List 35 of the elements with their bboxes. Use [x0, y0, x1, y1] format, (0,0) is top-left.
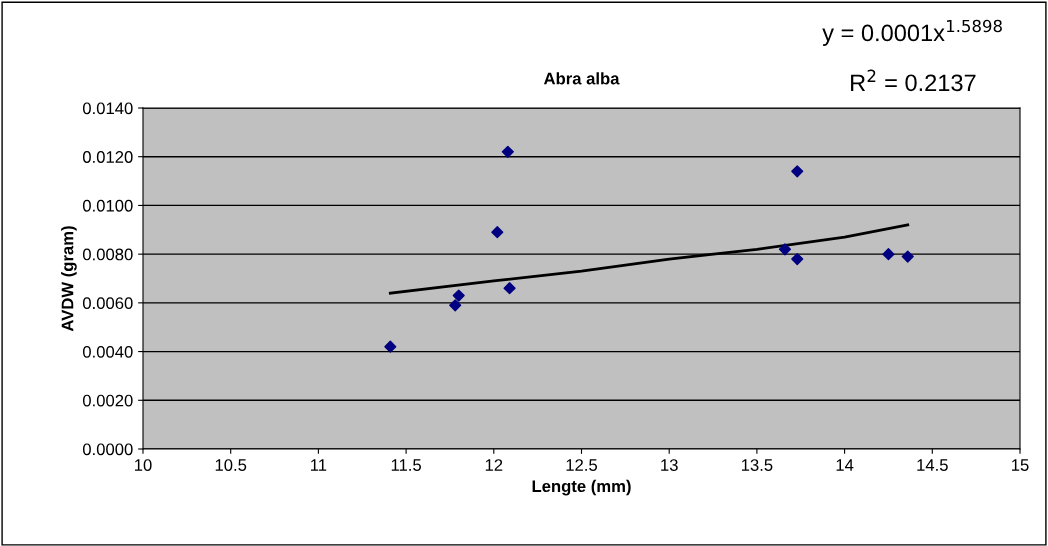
- chart-title: Abra alba: [543, 72, 620, 85]
- text: y = 0.0001x$^{1.5898}$: [822, 19, 1002, 46]
- point: [491, 226, 504, 239]
- text: R$^{2}$ = 0.2137: [851, 69, 976, 92]
- x-tick-label: 13: [661, 459, 678, 471]
- x-tick-label: 13.5: [741, 459, 773, 471]
- x-tick-label: 10.5: [215, 459, 247, 471]
- point: [501, 145, 514, 158]
- x-tick-label: 14.5: [917, 459, 948, 471]
- point: [882, 248, 895, 261]
- y-tick-label: 0.0000: [82, 443, 133, 456]
- y-axis-title: AVDW (gram): [61, 226, 77, 332]
- point: [384, 340, 397, 353]
- point: [901, 250, 914, 263]
- y-tick-label: 0.0060: [82, 297, 133, 310]
- x-tick-label: 11.5: [391, 459, 422, 471]
- y-tick-label: 0.0020: [82, 394, 133, 407]
- point: [503, 282, 516, 295]
- point: [452, 289, 465, 302]
- y-tick-label: 0.0120: [82, 151, 133, 163]
- y-tick-label: 0.0100: [82, 199, 133, 212]
- point: [449, 299, 462, 312]
- x-tick-label: 12.5: [566, 459, 598, 471]
- point: [778, 243, 792, 256]
- x-tick-label: 14: [836, 459, 854, 471]
- x-tick-label: 11: [311, 459, 327, 471]
- x-tick-label: 10: [135, 459, 152, 471]
- x-tick-label: 12: [485, 459, 503, 471]
- y-tick-label: 0.0140: [82, 102, 133, 115]
- point: [791, 165, 804, 178]
- point: [791, 252, 804, 266]
- x-axis-title: Lengte (mm): [532, 479, 631, 496]
- x-tick-label: 15: [1012, 459, 1029, 471]
- y-tick-label: 0.0080: [82, 248, 133, 261]
- y-tick-label: 0.0040: [82, 345, 133, 358]
